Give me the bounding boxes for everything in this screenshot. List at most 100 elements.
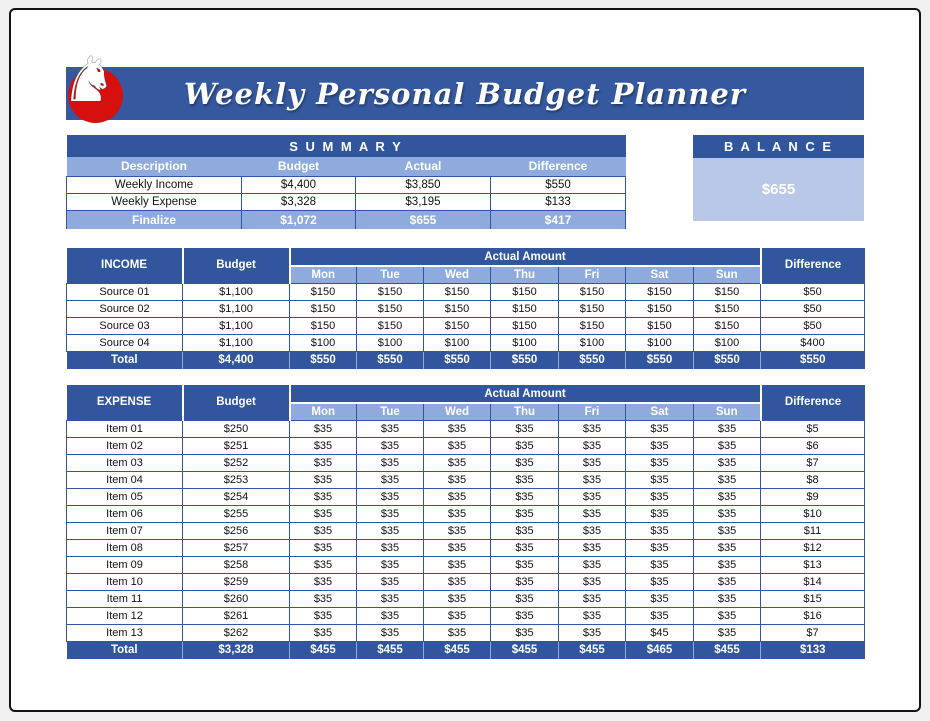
row-sun-cell[interactable]: $35: [692, 538, 762, 557]
row-fri-cell[interactable]: $35: [558, 419, 626, 438]
row-label-cell[interactable]: Item 03: [66, 453, 183, 472]
row-mon-cell[interactable]: $35: [289, 521, 357, 540]
row-tue-cell[interactable]: $150: [356, 316, 424, 335]
row-sat-cell[interactable]: $150: [625, 316, 694, 335]
row-wed-cell[interactable]: $35: [423, 538, 491, 557]
row-difference-cell[interactable]: $400: [760, 333, 866, 352]
row-budget-cell[interactable]: $252: [182, 453, 290, 472]
row-mon-cell[interactable]: $35: [289, 436, 357, 455]
row-difference-cell[interactable]: $15: [760, 589, 866, 608]
row-sat-cell[interactable]: $35: [625, 453, 694, 472]
row-mon-cell[interactable]: $150: [289, 316, 357, 335]
row-budget-cell[interactable]: $253: [182, 470, 290, 489]
row-wed-cell[interactable]: $35: [423, 606, 491, 625]
row-label-cell[interactable]: Item 01: [66, 419, 183, 438]
row-thu-cell[interactable]: $35: [490, 555, 559, 574]
summary-actual-cell[interactable]: $3,850: [355, 175, 491, 194]
row-mon-cell[interactable]: $35: [289, 470, 357, 489]
row-label-cell[interactable]: Item 11: [66, 589, 183, 608]
row-wed-cell[interactable]: $100: [423, 333, 491, 352]
summary-budget-cell[interactable]: $3,328: [241, 192, 356, 211]
row-sat-cell[interactable]: $150: [625, 299, 694, 318]
row-sat-cell[interactable]: $35: [625, 572, 694, 591]
row-sun-cell[interactable]: $35: [692, 470, 762, 489]
row-thu-cell[interactable]: $150: [490, 299, 559, 318]
row-fri-cell[interactable]: $35: [558, 487, 626, 506]
row-fri-cell[interactable]: $35: [558, 606, 626, 625]
row-label-cell[interactable]: Item 04: [66, 470, 183, 489]
row-sat-cell[interactable]: $35: [625, 419, 694, 438]
row-sun-cell[interactable]: $150: [692, 316, 762, 335]
row-difference-cell[interactable]: $10: [760, 504, 866, 523]
row-difference-cell[interactable]: $11: [760, 521, 866, 540]
row-label-cell[interactable]: Item 06: [66, 504, 183, 523]
row-thu-cell[interactable]: $35: [490, 623, 559, 642]
row-mon-cell[interactable]: $150: [289, 299, 357, 318]
row-mon-cell[interactable]: $35: [289, 623, 357, 642]
row-thu-cell[interactable]: $35: [490, 487, 559, 506]
row-tue-cell[interactable]: $150: [356, 282, 424, 301]
row-label-cell[interactable]: Item 02: [66, 436, 183, 455]
row-fri-cell[interactable]: $150: [558, 282, 626, 301]
row-sat-cell[interactable]: $100: [625, 333, 694, 352]
row-sun-cell[interactable]: $35: [692, 436, 762, 455]
row-sat-cell[interactable]: $35: [625, 504, 694, 523]
row-sat-cell[interactable]: $35: [625, 538, 694, 557]
row-thu-cell[interactable]: $35: [490, 572, 559, 591]
row-label-cell[interactable]: Item 05: [66, 487, 183, 506]
row-budget-cell[interactable]: $261: [182, 606, 290, 625]
row-sun-cell[interactable]: $35: [692, 623, 762, 642]
row-thu-cell[interactable]: $35: [490, 453, 559, 472]
row-difference-cell[interactable]: $9: [760, 487, 866, 506]
row-wed-cell[interactable]: $35: [423, 487, 491, 506]
row-thu-cell[interactable]: $35: [490, 436, 559, 455]
row-thu-cell[interactable]: $150: [490, 316, 559, 335]
row-sun-cell[interactable]: $150: [692, 299, 762, 318]
row-difference-cell[interactable]: $5: [760, 419, 866, 438]
row-sun-cell[interactable]: $35: [692, 521, 762, 540]
row-fri-cell[interactable]: $35: [558, 470, 626, 489]
row-wed-cell[interactable]: $35: [423, 521, 491, 540]
row-tue-cell[interactable]: $150: [356, 299, 424, 318]
row-fri-cell[interactable]: $100: [558, 333, 626, 352]
row-sun-cell[interactable]: $35: [692, 572, 762, 591]
row-sun-cell[interactable]: $35: [692, 606, 762, 625]
row-wed-cell[interactable]: $35: [423, 504, 491, 523]
summary-actual-cell[interactable]: $3,195: [355, 192, 491, 211]
row-difference-cell[interactable]: $6: [760, 436, 866, 455]
row-fri-cell[interactable]: $35: [558, 436, 626, 455]
row-sat-cell[interactable]: $35: [625, 521, 694, 540]
row-difference-cell[interactable]: $50: [760, 282, 866, 301]
row-fri-cell[interactable]: $35: [558, 589, 626, 608]
row-label-cell[interactable]: Item 10: [66, 572, 183, 591]
row-budget-cell[interactable]: $262: [182, 623, 290, 642]
row-budget-cell[interactable]: $250: [182, 419, 290, 438]
row-fri-cell[interactable]: $35: [558, 555, 626, 574]
row-thu-cell[interactable]: $150: [490, 282, 559, 301]
row-budget-cell[interactable]: $257: [182, 538, 290, 557]
summary-budget-cell[interactable]: $4,400: [241, 175, 356, 194]
row-label-cell[interactable]: Item 13: [66, 623, 183, 642]
row-budget-cell[interactable]: $1,100: [182, 282, 290, 301]
row-thu-cell[interactable]: $35: [490, 521, 559, 540]
row-sun-cell[interactable]: $35: [692, 453, 762, 472]
row-tue-cell[interactable]: $35: [356, 572, 424, 591]
row-sat-cell[interactable]: $35: [625, 470, 694, 489]
row-sat-cell[interactable]: $45: [625, 623, 694, 642]
row-mon-cell[interactable]: $150: [289, 282, 357, 301]
row-sun-cell[interactable]: $100: [692, 333, 762, 352]
row-fri-cell[interactable]: $150: [558, 299, 626, 318]
row-sat-cell[interactable]: $35: [625, 487, 694, 506]
summary-difference-cell[interactable]: $550: [489, 175, 627, 194]
row-label-cell[interactable]: Source 02: [66, 299, 183, 318]
row-wed-cell[interactable]: $150: [423, 316, 491, 335]
row-budget-cell[interactable]: $255: [182, 504, 290, 523]
row-fri-cell[interactable]: $35: [558, 538, 626, 557]
row-wed-cell[interactable]: $35: [423, 555, 491, 574]
row-label-cell[interactable]: Item 08: [66, 538, 183, 557]
row-difference-cell[interactable]: $16: [760, 606, 866, 625]
row-sun-cell[interactable]: $150: [692, 282, 762, 301]
row-wed-cell[interactable]: $150: [423, 282, 491, 301]
row-budget-cell[interactable]: $1,100: [182, 333, 290, 352]
row-wed-cell[interactable]: $35: [423, 436, 491, 455]
